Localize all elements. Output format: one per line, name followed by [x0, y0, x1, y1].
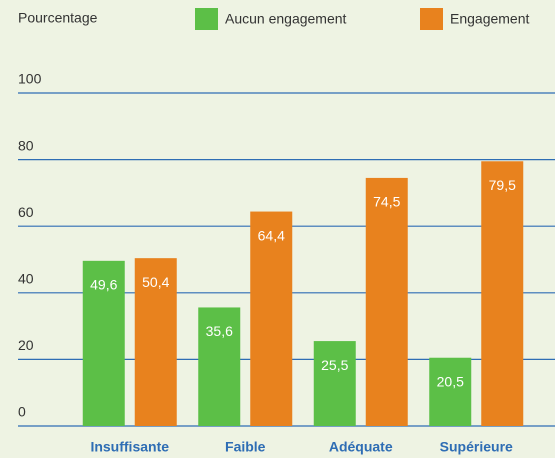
y-tick-label: 0: [18, 404, 26, 420]
bar: [365, 177, 408, 426]
x-tick-label: Adéquate: [329, 439, 393, 455]
legend-swatch: [420, 8, 443, 30]
y-axis-label: Pourcentage: [18, 10, 98, 26]
value-label: 79,5: [489, 177, 516, 193]
y-tick-label: 40: [18, 271, 34, 287]
value-label: 74,5: [373, 194, 400, 210]
value-label: 49,6: [90, 277, 117, 293]
x-tick-label: Faible: [225, 439, 266, 455]
bar: [313, 341, 356, 426]
legend-label: Aucun engagement: [225, 11, 347, 27]
bar: [429, 357, 472, 426]
bar: [198, 307, 241, 426]
bar: [250, 211, 293, 426]
value-label: 20,5: [437, 373, 464, 389]
bar: [481, 161, 524, 426]
value-label: 50,4: [142, 274, 169, 290]
y-tick-label: 20: [18, 337, 34, 353]
x-tick-label: Insuffisante: [90, 439, 169, 455]
value-label: 35,6: [206, 323, 233, 339]
legend-swatch: [195, 8, 218, 30]
value-label: 25,5: [321, 357, 348, 373]
x-tick-label: Supérieure: [440, 439, 513, 455]
value-label: 64,4: [258, 227, 285, 243]
y-tick-label: 80: [18, 137, 34, 153]
bar: [134, 258, 177, 426]
y-tick-label: 60: [18, 204, 34, 220]
legend-label: Engagement: [450, 11, 530, 27]
bar: [82, 260, 125, 426]
y-tick-label: 100: [18, 71, 42, 87]
